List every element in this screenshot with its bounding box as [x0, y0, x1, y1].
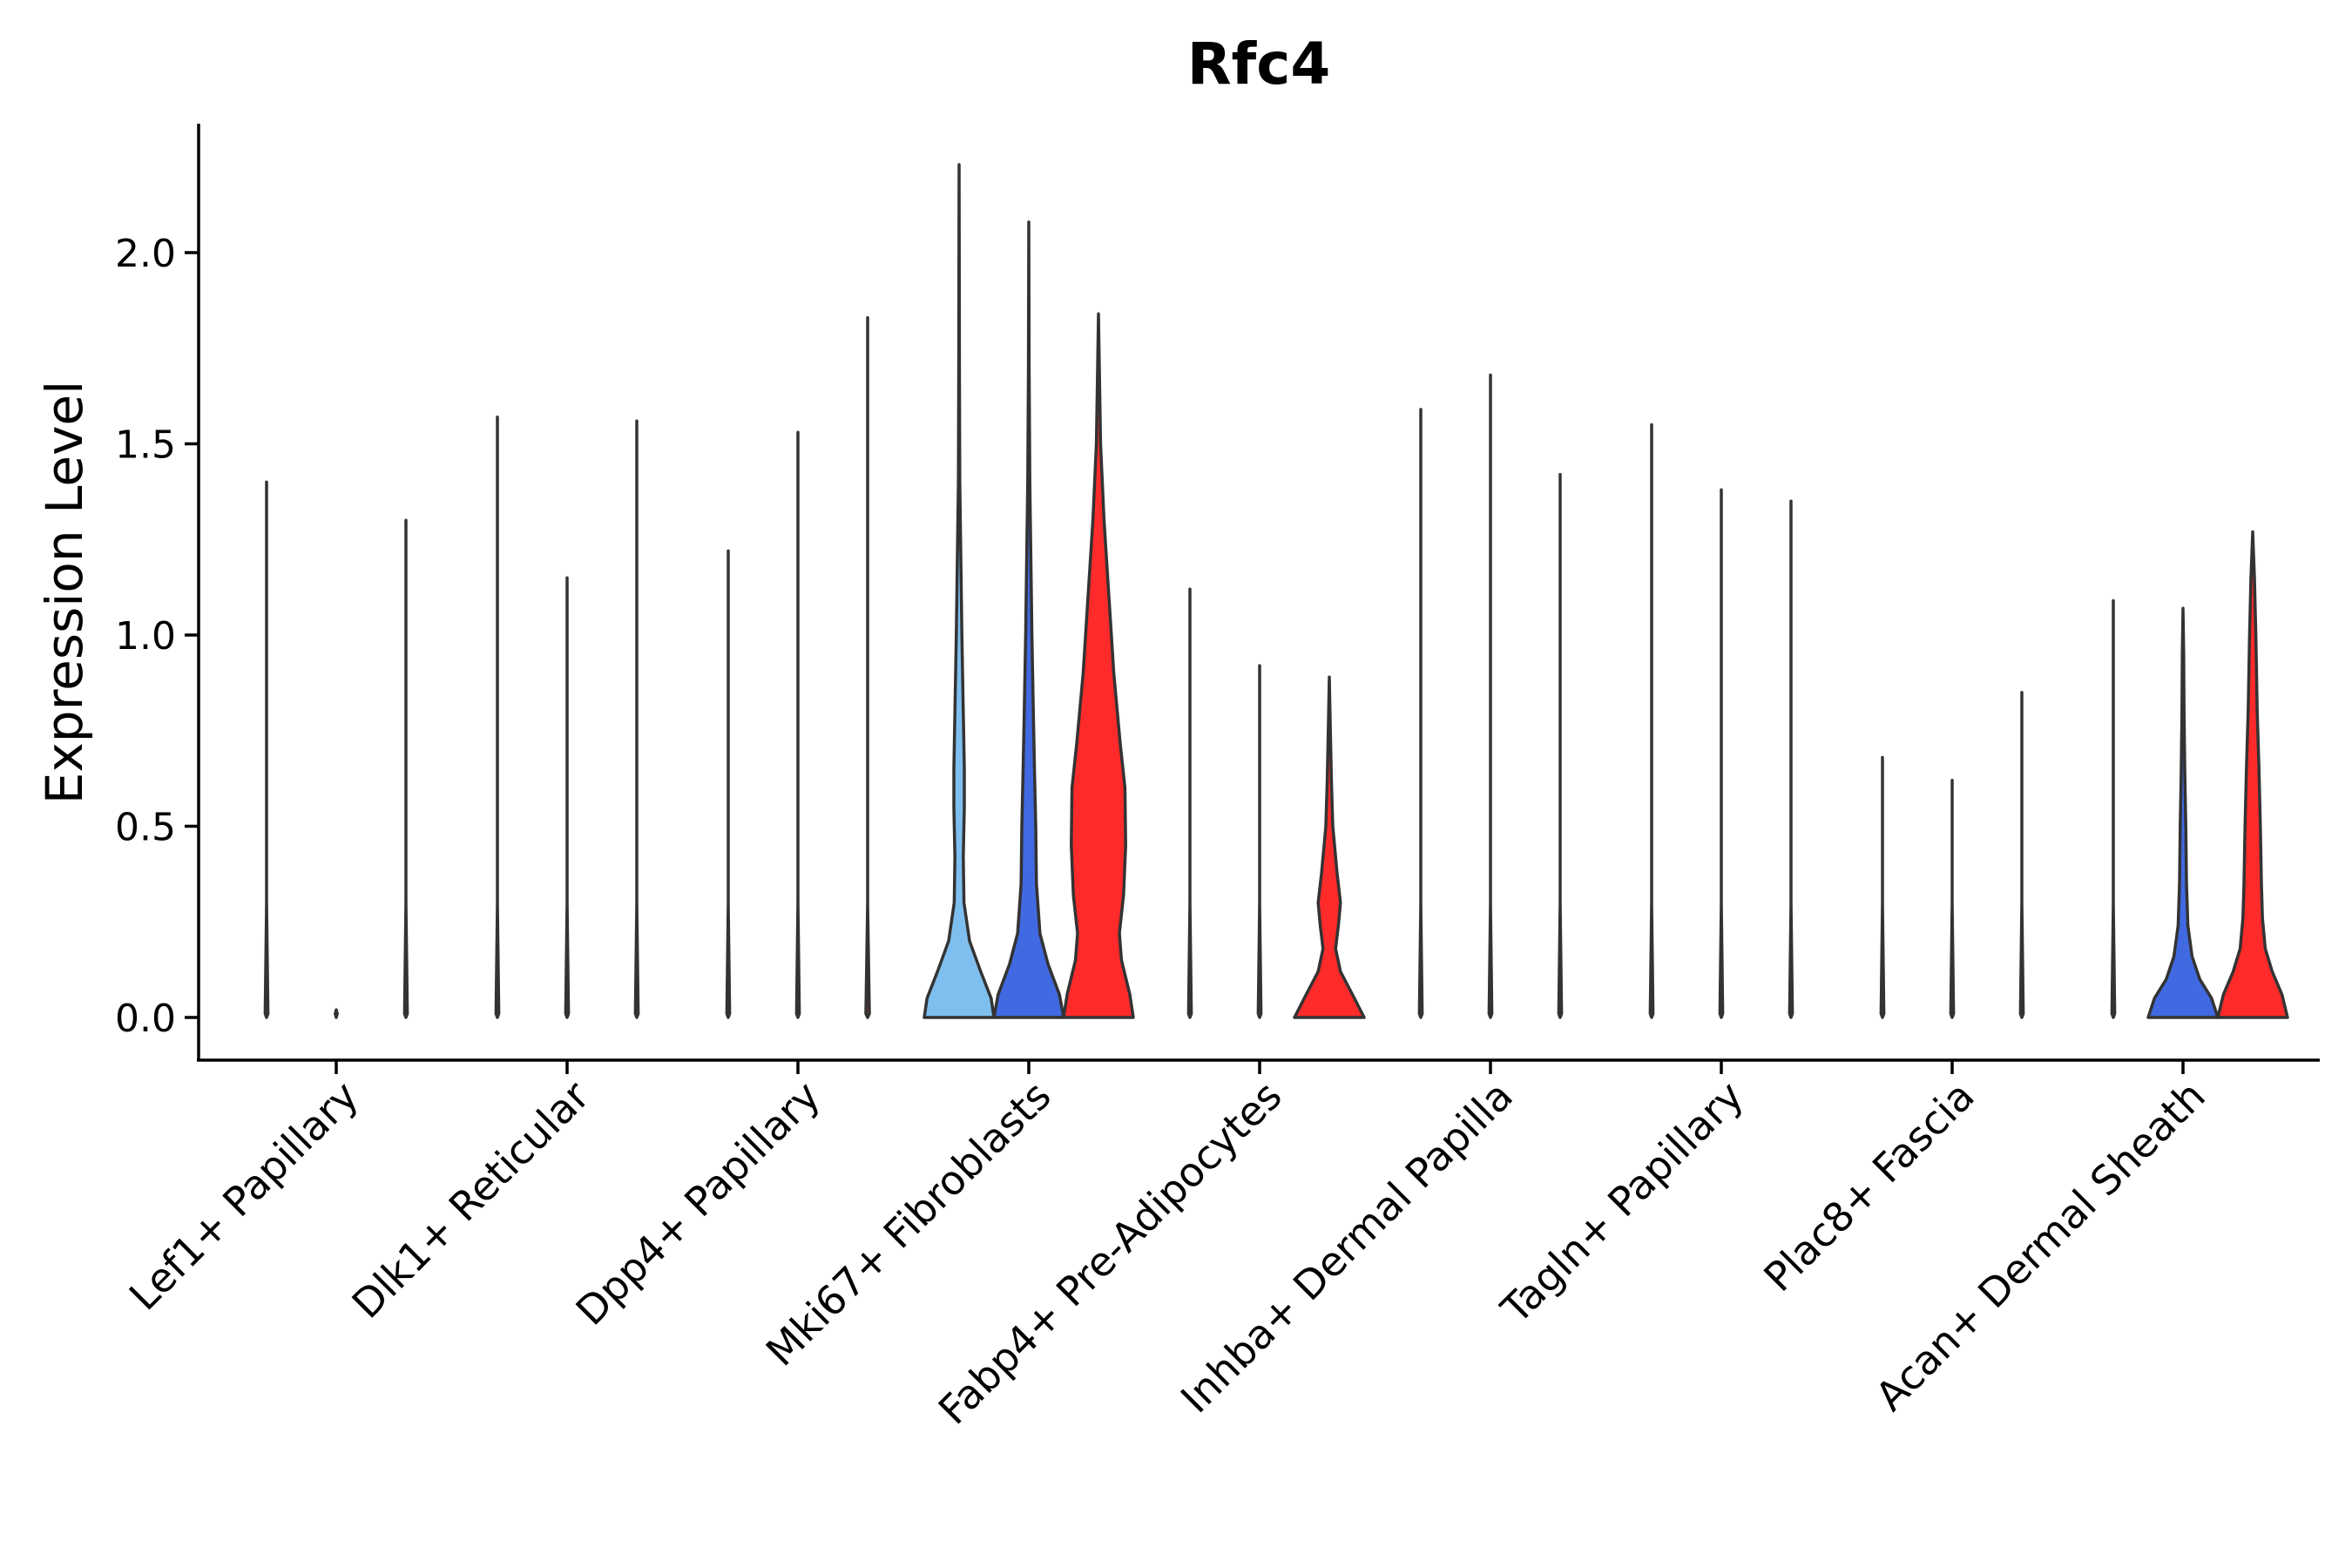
x-tick-label: Lef1+ Papillary	[120, 1072, 368, 1320]
violin-plac8-fascia-series-1	[1879, 755, 1886, 1019]
y-tick-label: 1.5	[115, 423, 176, 468]
violin-tagln-papillary-series-1	[1648, 422, 1655, 1019]
violin-dlk1-reticular-series-1	[494, 416, 501, 1019]
violin-plac8-fascia-series-2	[1949, 779, 1956, 1019]
violin-fabp4-pre-adipocytes-series-1	[1186, 587, 1193, 1019]
violin-lef1-papillary-series-1	[263, 480, 270, 1019]
violin-dpp4-papillary-series-1	[725, 549, 732, 1019]
violin-acan-dermal-sheath-series-3	[2216, 530, 2289, 1019]
violin-dpp4-papillary-series-2	[794, 430, 801, 1019]
y-axis-label: Expression Level	[35, 381, 94, 804]
violin-mki67-fibroblasts-series-1	[923, 163, 996, 1019]
x-tick-label: Tagln+ Papillary	[1491, 1072, 1753, 1334]
violin-tagln-papillary-series-3	[1788, 499, 1794, 1019]
y-tick-label: 2.0	[115, 232, 176, 276]
violin-inhba-dermal-papilla-series-3	[1557, 472, 1564, 1019]
violin-plac8-fascia-series-3	[2018, 691, 2025, 1019]
y-tick-label: 0.5	[115, 806, 176, 850]
y-tick-label: 1.0	[115, 614, 176, 659]
violin-fabp4-pre-adipocytes-series-3	[1293, 675, 1366, 1019]
violin-layer	[263, 163, 2289, 1019]
violin-fabp4-pre-adipocytes-series-2	[1256, 664, 1263, 1019]
x-tick-label: Dlk1+ Reticular	[343, 1072, 598, 1328]
violin-dlk1-reticular-series-2	[564, 576, 571, 1019]
violin-dpp4-papillary-series-3	[864, 315, 871, 1019]
violin-lef1-papillary-series-3	[402, 518, 409, 1019]
violin-mki67-fibroblasts-series-3	[1062, 312, 1135, 1019]
y-axis-ticks: 0.0 0.5 1.0 1.5 2.0	[115, 232, 199, 1041]
violin-lef1-papillary-series-2	[334, 1008, 339, 1019]
violin-mki67-fibroblasts-series-2	[992, 220, 1065, 1019]
violin-acan-dermal-sheath-series-2	[2146, 606, 2220, 1019]
violin-dlk1-reticular-series-3	[633, 419, 640, 1019]
violin-inhba-dermal-papilla-series-2	[1487, 373, 1494, 1019]
x-tick-label: Dpp4+ Papillary	[567, 1072, 829, 1335]
y-tick-label: 0.0	[115, 997, 176, 1041]
chart-title: Rfc4	[1187, 30, 1331, 98]
x-tick-label: Plac8+ Fascia	[1754, 1072, 1983, 1301]
violin-acan-dermal-sheath-series-1	[2110, 598, 2117, 1019]
violin-inhba-dermal-papilla-series-1	[1417, 408, 1424, 1019]
violin-tagln-papillary-series-2	[1718, 488, 1725, 1019]
